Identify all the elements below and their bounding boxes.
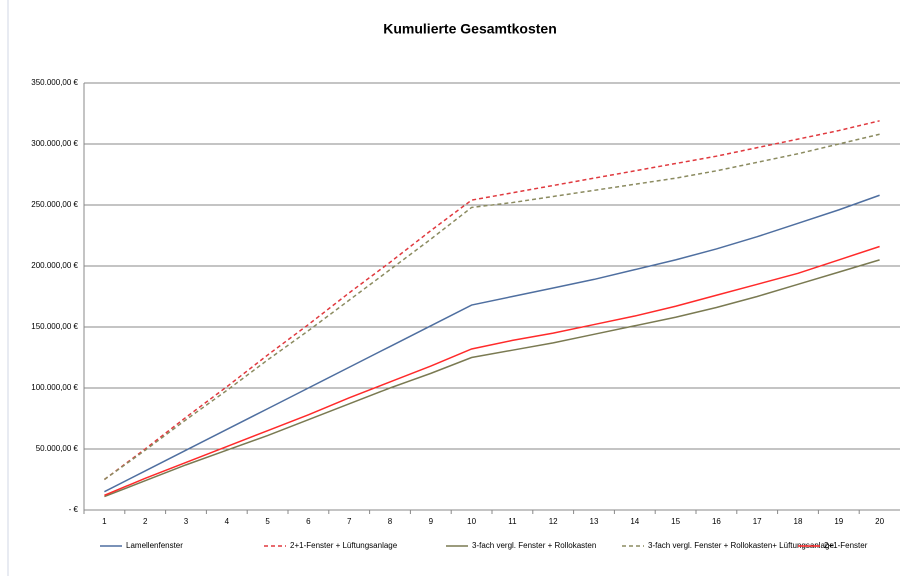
x-tick-label: 19 — [834, 517, 843, 526]
x-tick-label: 14 — [630, 517, 639, 526]
x-tick-label: 17 — [753, 517, 762, 526]
legend-label: 2+1-Fenster — [824, 541, 868, 550]
series-line — [104, 259, 880, 498]
x-tick-label: 13 — [590, 517, 599, 526]
y-tick-label: 350.000,00 € — [31, 78, 78, 87]
legend-label: 3-fach vergl. Fenster + Rollokasten+ Lüf… — [648, 541, 834, 550]
x-tick-label: 15 — [671, 517, 680, 526]
y-tick-label: 50.000,00 € — [36, 444, 79, 453]
y-tick-label: 150.000,00 € — [31, 322, 78, 331]
x-tick-label: 16 — [712, 517, 721, 526]
y-tick-label: - € — [69, 505, 79, 514]
y-tick-label: 200.000,00 € — [31, 261, 78, 270]
series-line — [104, 245, 880, 497]
series-line — [103, 133, 880, 481]
x-tick-label: 10 — [467, 517, 476, 526]
legend-label: Lamellenfenster — [126, 541, 183, 550]
y-tick-label: 300.000,00 € — [31, 139, 78, 148]
x-tick-label: 2 — [143, 517, 148, 526]
x-tick-label: 9 — [429, 517, 434, 526]
x-tick-label: 5 — [265, 517, 270, 526]
x-tick-label: 8 — [388, 517, 393, 526]
x-tick-label: 20 — [875, 517, 884, 526]
x-tick-label: 18 — [794, 517, 803, 526]
legend-label: 2+1-Fenster + Lüftungsanlage — [290, 541, 398, 550]
x-tick-label: 1 — [102, 517, 107, 526]
x-tick-label: 6 — [306, 517, 311, 526]
x-tick-label: 4 — [225, 517, 230, 526]
x-tick-label: 11 — [508, 517, 517, 526]
legend-label: 3-fach vergl. Fenster + Rollokasten — [472, 541, 596, 550]
x-tick-label: 3 — [184, 517, 189, 526]
y-tick-label: 250.000,00 € — [31, 200, 78, 209]
x-tick-label: 12 — [549, 517, 558, 526]
series-line — [103, 120, 880, 481]
y-tick-label: 100.000,00 € — [31, 383, 78, 392]
chart-title: Kumulierte Gesamtkosten — [383, 21, 557, 37]
series-line — [104, 194, 880, 493]
x-tick-label: 7 — [347, 517, 352, 526]
